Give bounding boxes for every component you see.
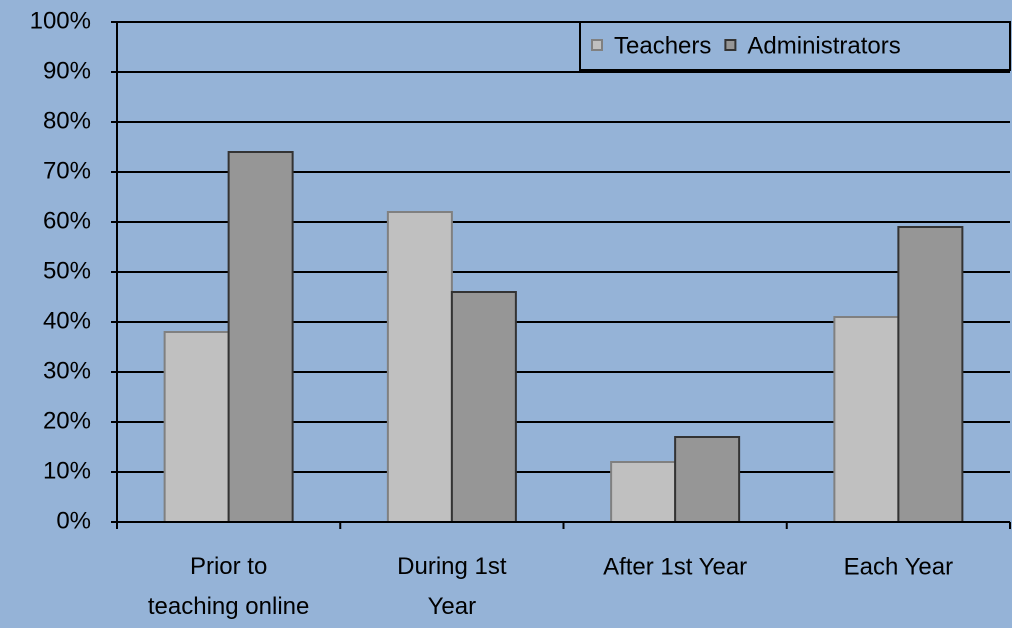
x-tick-label: Prior to teaching online bbox=[148, 553, 309, 620]
bar bbox=[386, 211, 453, 523]
y-tick-label: 0% bbox=[56, 507, 91, 534]
y-tick-label: 40% bbox=[43, 307, 91, 334]
legend-swatch bbox=[591, 39, 603, 51]
y-tick-label: 60% bbox=[43, 207, 91, 234]
legend-label: Teachers bbox=[614, 32, 711, 59]
y-tick-label: 80% bbox=[43, 107, 91, 134]
bar bbox=[610, 461, 677, 523]
bar bbox=[833, 316, 900, 523]
y-tick-label: 50% bbox=[43, 257, 91, 284]
x-tick-label-line: Prior to bbox=[190, 553, 267, 580]
bar bbox=[227, 151, 294, 523]
y-tick-label: 20% bbox=[43, 407, 91, 434]
y-tick-label: 70% bbox=[43, 157, 91, 184]
legend-label: Administrators bbox=[747, 32, 900, 59]
bar bbox=[163, 331, 230, 523]
bar bbox=[674, 436, 741, 523]
legend: Teachers Administrators bbox=[579, 21, 1011, 71]
x-tick-label: After 1st Year bbox=[603, 553, 747, 580]
legend-swatch bbox=[724, 39, 737, 51]
bar bbox=[897, 226, 964, 523]
bar bbox=[450, 291, 517, 523]
y-tick-label: 90% bbox=[43, 57, 91, 84]
y-tick-label: 100% bbox=[30, 7, 91, 34]
x-tick-label-line: During 1st bbox=[397, 553, 507, 580]
x-tick-label: During 1st Year bbox=[397, 553, 507, 620]
legend-box bbox=[579, 21, 1011, 71]
y-tick-label: 30% bbox=[43, 357, 91, 384]
x-tick-label-line: teaching online bbox=[148, 593, 309, 620]
x-tick-label: Each Year bbox=[844, 553, 953, 580]
x-tick-label-line: Year bbox=[428, 593, 477, 620]
y-tick-label: 10% bbox=[43, 457, 91, 484]
